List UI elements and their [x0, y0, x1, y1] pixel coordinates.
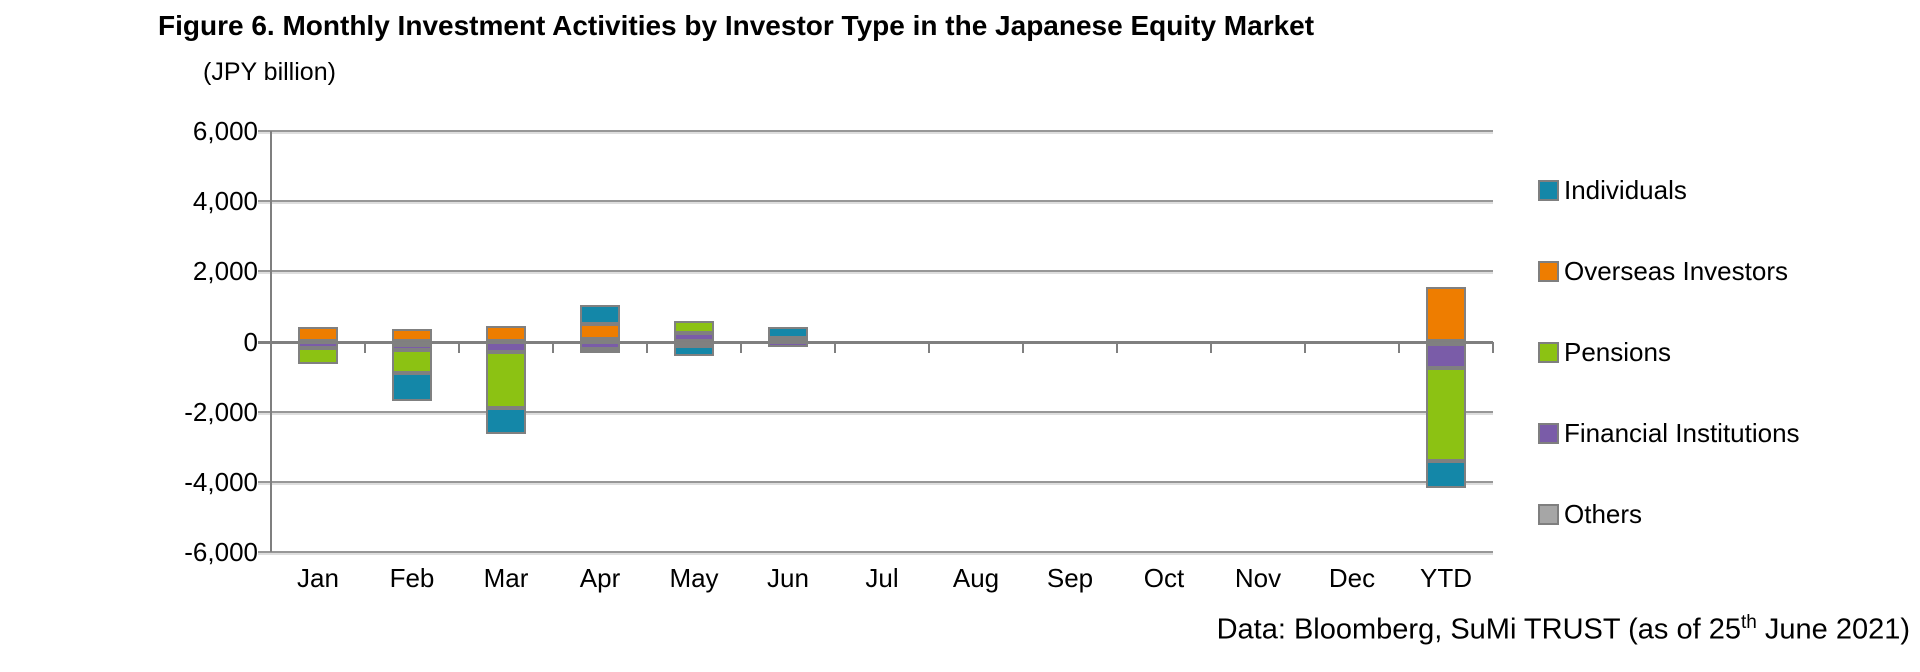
legend-label: Individuals: [1564, 175, 1687, 205]
bar-segment-overseas-investors: [486, 325, 526, 342]
x-axis-label: Oct: [1143, 563, 1185, 593]
legend-label: Others: [1564, 499, 1643, 529]
bar-segment-overseas-investors: [580, 323, 620, 340]
legend-swatch-icon: [1538, 180, 1559, 201]
x-axis-label: Mar: [483, 563, 529, 593]
legend-swatch-icon: [1538, 423, 1559, 444]
source-note-text: Data: Bloomberg, SuMi TRUST (as of 25: [1216, 613, 1741, 646]
category-axis-tick: [1210, 341, 1212, 353]
bar-segment-others: [768, 337, 808, 342]
legend-label: Financial Institutions: [1564, 418, 1800, 448]
legend-swatch-icon: [1538, 342, 1559, 363]
bar-segment-pensions: [674, 321, 714, 334]
category-axis-tick: [646, 341, 648, 353]
bar-segment-financial-institutions: [392, 345, 432, 351]
bar-segment-individuals: [580, 304, 620, 324]
category-axis-line: [258, 340, 1493, 344]
bar-segment-financial-institutions: [768, 341, 808, 348]
source-note-suffix: June 2021): [1756, 613, 1910, 646]
x-axis-label: May: [669, 563, 719, 593]
x-axis-label: Jul: [865, 563, 899, 593]
legend-item: Individuals: [1538, 175, 1687, 206]
y-axis-label: -6,000: [184, 537, 258, 567]
category-axis-tick: [1116, 341, 1118, 353]
bar-segment-pensions: [298, 347, 338, 365]
legend-label: Pensions: [1564, 337, 1671, 367]
chart-title: Figure 6. Monthly Investment Activities …: [158, 10, 1315, 41]
y-axis-label: -4,000: [184, 466, 258, 497]
category-axis-tick: [1398, 341, 1400, 353]
bar-segment-individuals: [674, 345, 714, 356]
category-axis-tick: [552, 341, 554, 353]
category-axis-tick: [1304, 341, 1306, 353]
bar-segment-overseas-investors: [392, 329, 432, 342]
gridline: [258, 410, 1493, 413]
x-axis-label: YTD: [1420, 563, 1472, 593]
source-note-superscript: th: [1740, 612, 1757, 633]
y-axis-label: 2,000: [192, 256, 258, 287]
legend-swatch-icon: [1538, 504, 1559, 525]
category-axis-tick: [740, 341, 742, 353]
bar-segment-overseas-investors: [1426, 287, 1466, 342]
bar-segment-others: [392, 341, 432, 346]
bar-segment-financial-institutions: [1426, 343, 1466, 369]
category-axis-tick: [928, 341, 930, 353]
x-axis-label: Jan: [297, 563, 339, 593]
y-axis-label: 6,000: [192, 116, 258, 146]
gridline: [258, 480, 1493, 483]
bar-segment-financial-institutions: [580, 341, 620, 349]
bar-segment-pensions: [1426, 368, 1466, 462]
bar-segment-pensions: [392, 350, 432, 374]
x-axis-label: Feb: [389, 563, 435, 593]
x-axis-label: Aug: [952, 563, 1000, 593]
bar-segment-overseas-investors: [298, 327, 338, 342]
x-axis-label: Nov: [1234, 563, 1282, 593]
legend-item: Others: [1538, 499, 1642, 530]
category-axis-tick: [458, 341, 460, 353]
x-axis-label: Sep: [1046, 563, 1094, 593]
bar-segment-financial-institutions: [298, 341, 338, 348]
bar-segment-financial-institutions: [486, 341, 526, 353]
y-axis-label: 0: [243, 326, 258, 357]
y-axis-label: 4,000: [192, 186, 258, 217]
category-axis-tick: [1022, 341, 1024, 353]
category-axis-tick: [1492, 341, 1494, 353]
plot-area: [258, 130, 1494, 553]
legend-item: Pensions: [1538, 337, 1671, 368]
category-axis-tick: [834, 341, 836, 353]
gridline: [258, 130, 1493, 132]
gridline: [258, 270, 1493, 273]
bar-segment-individuals: [768, 327, 808, 338]
bar-segment-financial-institutions: [674, 333, 714, 342]
category-axis-tick: [270, 341, 272, 353]
gridline: [258, 200, 1493, 203]
y-axis-label: -2,000: [184, 396, 258, 427]
legend-item: Financial Institutions: [1538, 418, 1800, 449]
legend: Individuals Overseas Investors Pensions Fin…: [1538, 0, 1918, 672]
category-axis-tick: [364, 341, 366, 353]
bar-segment-individuals: [486, 408, 526, 435]
x-axis-label: Dec: [1328, 563, 1376, 593]
source-note: Data: Bloomberg, SuMi TRUST (as of 25th …: [1217, 612, 1910, 647]
bar-segment-pensions: [486, 352, 526, 409]
x-axis-label: Jun: [767, 563, 809, 593]
legend-swatch-icon: [1538, 261, 1559, 282]
legend-label: Overseas Investors: [1564, 256, 1788, 286]
bar-segment-pensions: [580, 348, 620, 354]
bar-segment-individuals: [392, 373, 432, 402]
y-axis-unit-label: (JPY billion): [203, 58, 336, 86]
bar-segment-others: [674, 341, 714, 346]
gridline: [258, 551, 1493, 553]
bar-segment-individuals: [1426, 461, 1466, 489]
legend-item: Overseas Investors: [1538, 256, 1788, 287]
x-axis-label: Apr: [579, 563, 621, 593]
